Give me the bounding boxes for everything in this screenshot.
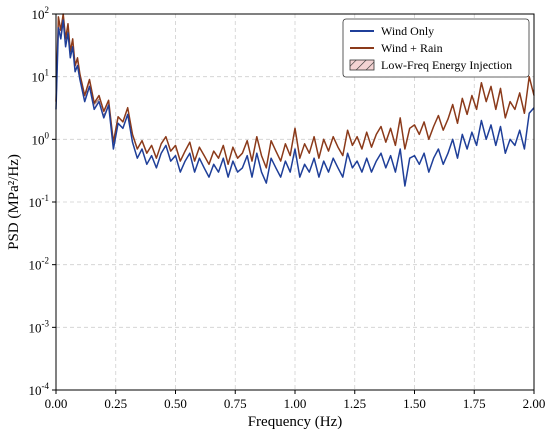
ticks: 0.00 0.25 0.50 0.75 1.00 1.25 1.50 1.75 2.00 10-4… bbox=[29, 5, 546, 411]
x-tick-label: 1.75 bbox=[463, 396, 486, 411]
legend: Wind Only Wind + Rain Low-Freq Energy Inje… bbox=[342, 18, 530, 78]
x-tick-label: 1.50 bbox=[403, 396, 426, 411]
series-group bbox=[55, 13, 535, 187]
y-tick-label: 100 bbox=[32, 130, 50, 147]
x-tick-label: 1.00 bbox=[284, 396, 307, 411]
x-axis-label: Frequency (Hz) bbox=[248, 414, 343, 430]
y-tick-label: 10-3 bbox=[29, 318, 50, 335]
x-tick-label: 2.00 bbox=[523, 396, 546, 411]
series-line-wind-rain bbox=[55, 13, 535, 169]
y-tick-label: 101 bbox=[32, 68, 50, 85]
series-line-wind-only bbox=[55, 19, 535, 187]
legend-label: Wind + Rain bbox=[381, 41, 443, 55]
y-axis-label: PSD (MPa²/Hz) bbox=[6, 154, 22, 250]
x-tick-label: 0.00 bbox=[45, 396, 68, 411]
x-tick-label: 0.50 bbox=[164, 396, 187, 411]
x-tick-label: 0.75 bbox=[224, 396, 247, 411]
y-tick-label: 10-1 bbox=[29, 193, 50, 210]
legend-swatch-hatch bbox=[349, 59, 375, 71]
legend-box bbox=[342, 18, 530, 78]
legend-label: Low-Freq Energy Injection bbox=[381, 58, 512, 72]
legend-label: Wind Only bbox=[381, 24, 434, 38]
y-tick-label: 10-4 bbox=[29, 381, 50, 398]
x-tick-label: 1.25 bbox=[343, 396, 366, 411]
x-tick-label: 0.25 bbox=[104, 396, 127, 411]
y-tick-label: 10-2 bbox=[29, 256, 50, 273]
y-tick-label: 102 bbox=[32, 5, 50, 22]
